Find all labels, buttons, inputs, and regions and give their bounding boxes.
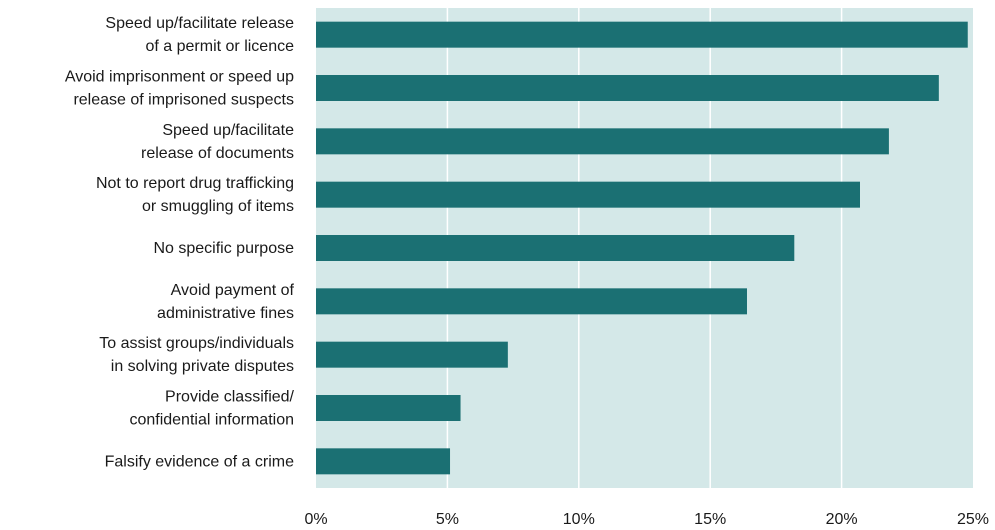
category-label: Avoid imprisonment or speed up release of… [65,69,294,109]
bar [316,235,795,261]
x-axis-ticks: 0% 5% 10% 15% 20% 25% [304,511,989,528]
x-tick-label: 25% [957,511,989,528]
bars [316,21,968,475]
category-label: No specific purpose [153,240,294,257]
x-tick-label: 15% [694,511,726,528]
x-tick-label: 10% [563,511,595,528]
category-label: Provide classified/confidential informat… [129,389,294,429]
x-tick-label: 0% [304,511,327,528]
category-label-line: or smuggling of items [142,198,294,215]
category-label-line: confidential information [129,412,294,429]
category-label-line: release of documents [141,145,294,162]
bar [316,75,939,101]
category-label: To assist groups/individuals in solving p… [99,335,294,375]
category-label-line: Avoid imprisonment or speed up [65,69,294,86]
category-label-line: release of imprisoned suspects [73,92,294,109]
category-labels: Speed up/facilitate release of a permit o… [65,15,295,470]
category-label: Avoid payment of administrative fines [157,282,295,322]
bar [316,128,889,155]
category-label-line: of a permit or licence [145,38,294,55]
bar [316,341,508,368]
category-label-line: Provide classified/ [165,389,295,406]
category-label-line: in solving private disputes [111,358,294,375]
category-label-line: Avoid payment of [171,282,295,299]
category-label-line: Speed up/facilitate [162,122,294,139]
bar [316,395,461,421]
category-label: Speed up/facilitate release of documents [141,122,294,162]
x-tick-label: 20% [826,511,858,528]
category-label: Speed up/facilitate release of a permit o… [105,15,294,55]
category-label-line: Not to report drug trafficking [96,175,294,192]
category-label-line: Speed up/facilitate release [105,15,294,32]
bar [316,448,451,475]
category-label: Falsify evidence of a crime [105,453,295,470]
x-tick-label: 5% [436,511,459,528]
category-label: Not to report drug trafficking or smuggli… [96,175,294,215]
category-label-line: To assist groups/individuals [99,335,294,352]
category-label-line: administrative fines [157,305,294,322]
bar [316,288,747,315]
category-label-line: No specific purpose [153,240,294,257]
bar [316,181,860,208]
category-label-line: Falsify evidence of a crime [105,453,295,470]
bar [316,21,968,48]
